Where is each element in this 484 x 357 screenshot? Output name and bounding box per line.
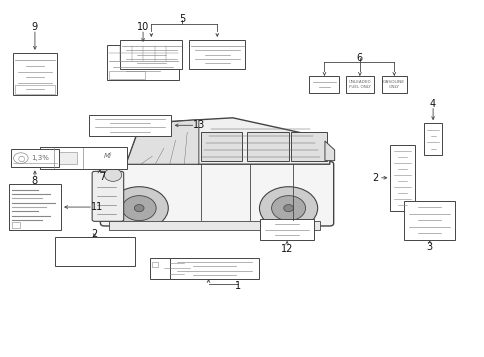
FancyBboxPatch shape bbox=[107, 45, 179, 80]
FancyBboxPatch shape bbox=[381, 76, 406, 93]
FancyBboxPatch shape bbox=[201, 132, 242, 161]
Polygon shape bbox=[324, 141, 334, 161]
FancyBboxPatch shape bbox=[151, 262, 157, 267]
Text: 9: 9 bbox=[32, 22, 38, 32]
FancyBboxPatch shape bbox=[50, 151, 52, 164]
FancyBboxPatch shape bbox=[109, 71, 145, 79]
FancyBboxPatch shape bbox=[100, 161, 333, 226]
Text: 10: 10 bbox=[136, 22, 149, 32]
Text: 1: 1 bbox=[234, 281, 240, 291]
FancyBboxPatch shape bbox=[109, 221, 319, 230]
FancyBboxPatch shape bbox=[259, 219, 314, 240]
FancyBboxPatch shape bbox=[247, 132, 288, 161]
Circle shape bbox=[104, 169, 121, 181]
FancyBboxPatch shape bbox=[40, 146, 127, 169]
FancyBboxPatch shape bbox=[57, 152, 76, 164]
Circle shape bbox=[122, 196, 156, 221]
Text: 3: 3 bbox=[426, 242, 432, 252]
FancyBboxPatch shape bbox=[423, 123, 441, 155]
Text: 6: 6 bbox=[356, 53, 362, 63]
FancyBboxPatch shape bbox=[120, 40, 182, 69]
FancyBboxPatch shape bbox=[189, 40, 244, 69]
Text: 5: 5 bbox=[179, 14, 184, 24]
Text: 8: 8 bbox=[32, 176, 38, 186]
Circle shape bbox=[14, 153, 28, 164]
Circle shape bbox=[271, 196, 305, 221]
Text: 2: 2 bbox=[91, 229, 97, 239]
Text: 2: 2 bbox=[372, 173, 378, 183]
Text: 12: 12 bbox=[280, 244, 293, 254]
Text: UNLEADED
FUEL ONLY: UNLEADED FUEL ONLY bbox=[348, 80, 370, 89]
Polygon shape bbox=[126, 120, 198, 164]
Text: 7: 7 bbox=[99, 172, 105, 182]
FancyBboxPatch shape bbox=[390, 145, 414, 211]
Polygon shape bbox=[126, 118, 329, 164]
FancyBboxPatch shape bbox=[54, 237, 135, 266]
Text: Mî: Mî bbox=[104, 153, 111, 159]
FancyBboxPatch shape bbox=[15, 85, 55, 94]
Text: 13: 13 bbox=[192, 120, 205, 130]
Circle shape bbox=[134, 205, 144, 212]
FancyBboxPatch shape bbox=[290, 132, 327, 161]
Circle shape bbox=[259, 187, 317, 230]
FancyBboxPatch shape bbox=[9, 184, 61, 230]
Circle shape bbox=[283, 205, 293, 212]
Text: 1,3%: 1,3% bbox=[31, 155, 48, 161]
FancyBboxPatch shape bbox=[170, 258, 258, 279]
Text: 11: 11 bbox=[91, 202, 103, 212]
Text: GASOLINE
ONLY: GASOLINE ONLY bbox=[382, 80, 405, 89]
FancyBboxPatch shape bbox=[13, 53, 57, 95]
Text: ○: ○ bbox=[17, 154, 24, 163]
FancyBboxPatch shape bbox=[89, 115, 171, 136]
FancyBboxPatch shape bbox=[403, 201, 454, 240]
FancyBboxPatch shape bbox=[345, 76, 373, 93]
Circle shape bbox=[110, 187, 168, 230]
FancyBboxPatch shape bbox=[150, 258, 194, 279]
FancyBboxPatch shape bbox=[42, 155, 45, 160]
FancyBboxPatch shape bbox=[12, 222, 20, 228]
FancyBboxPatch shape bbox=[92, 171, 123, 221]
FancyBboxPatch shape bbox=[11, 149, 59, 167]
FancyBboxPatch shape bbox=[46, 153, 48, 162]
FancyBboxPatch shape bbox=[309, 76, 339, 93]
Text: 4: 4 bbox=[429, 99, 435, 109]
